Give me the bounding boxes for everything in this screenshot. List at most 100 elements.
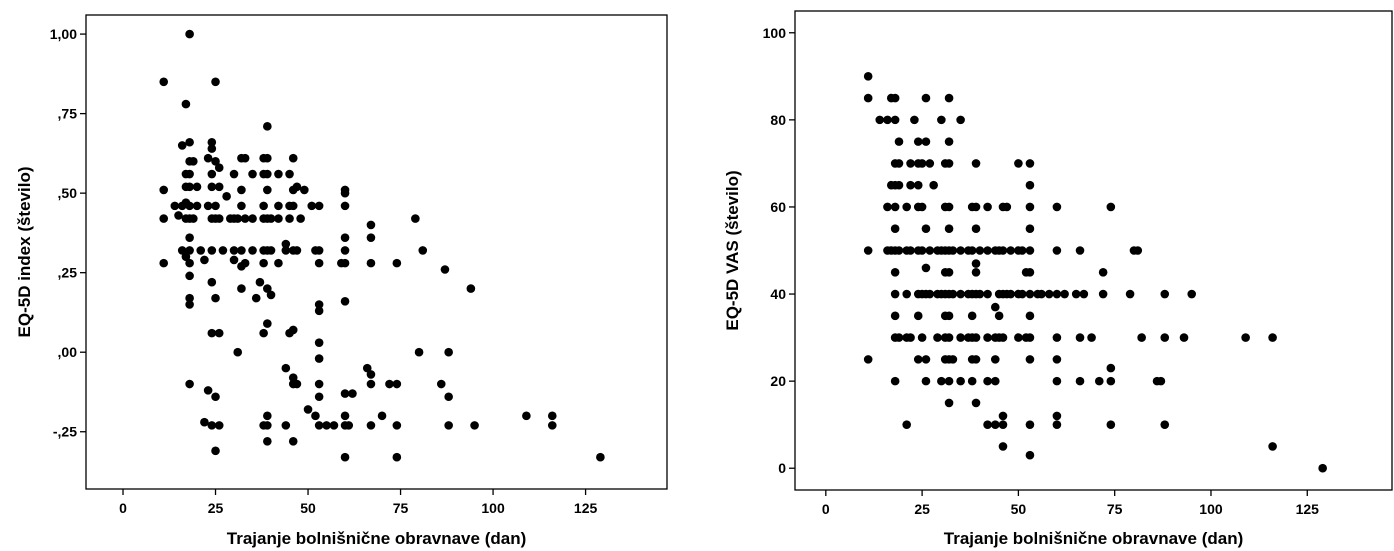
right-data-point [863,93,873,103]
right-data-point [917,246,927,255]
right-data-point [956,376,965,386]
left-data-point [263,319,272,328]
right-data-point [1025,420,1035,429]
right-data-point [1106,376,1116,386]
right-data-point [1025,246,1035,255]
right-data-point [883,202,892,212]
left-data-point [214,214,224,223]
left-data-point [240,214,250,223]
left-data-point [362,363,372,373]
left-data-point [288,201,298,211]
chart-eq5d-vas: 0 25 50 75 100 125 0 20 40 60 80 100 Trajanje bolniš… [723,10,1393,548]
right-data-point [944,224,954,234]
right-y-tick-label: 60 [770,199,786,215]
left-data-point [211,157,220,166]
left-data-point [274,258,283,268]
left-data-point [185,201,194,211]
left-data-point [248,214,257,223]
left-data-point [314,246,324,255]
left-data-point [189,157,198,166]
left-data-point [185,258,194,268]
left-data-point [314,421,324,430]
left-data-point [314,392,324,402]
right-data-point [1052,420,1062,429]
left-data-point [237,185,246,195]
right-data-point [1025,159,1035,168]
right-data-point [890,376,900,386]
left-data-point [470,421,479,430]
chart-eq5d-index: 0 25 50 75 100 125 -,25 ,00 ,25 ,50 ,75 1,00 Trajanj… [15,14,668,548]
left-data-point [263,411,272,421]
right-data-point [937,376,946,386]
right-data-point [1044,289,1054,299]
right-data-point [890,289,900,299]
left-data-point [263,169,272,179]
right-data-point [1137,333,1146,342]
left-data-point [263,185,272,195]
right-data-point [944,333,954,342]
left-data-point [192,182,202,192]
left-data-point [263,284,272,293]
left-data-point [444,392,453,402]
right-data-point [1156,376,1166,386]
left-data-point [159,77,169,87]
left-data-point [207,421,217,430]
right-data-point [956,115,965,125]
right-x-tick-label: 75 [1107,501,1123,517]
left-data-point [411,214,420,223]
right-data-point [910,115,919,125]
right-data-point [983,202,992,212]
right-data-point [956,289,965,299]
left-data-point [211,392,220,402]
right-data-point [1025,180,1035,190]
right-data-point [944,311,954,321]
right-data-point [944,159,954,168]
left-x-tick-label: 100 [481,500,505,516]
right-data-point [1006,246,1015,255]
right-data-point [971,159,981,168]
left-data-point [281,239,291,249]
right-data-point [921,376,931,386]
right-data-point [1071,289,1081,299]
left-data-point [292,379,302,389]
left-data-point [200,255,209,265]
right-data-point [971,355,981,364]
left-data-point [207,277,217,287]
left-data-point [218,246,228,255]
right-x-tick-label: 100 [1199,501,1223,517]
right-data-point [990,302,1000,312]
right-data-point [1025,355,1035,364]
right-data-point [1318,463,1327,473]
left-data-point [240,258,250,268]
right-x-axis-title: Trajanje bolnišnične obravnave (dan) [944,529,1243,548]
left-data-point [237,201,246,211]
left-data-point [240,153,250,163]
right-data-point [902,420,911,429]
left-data-point [314,258,324,268]
right-data-point [863,72,873,81]
right-data-point [994,311,1004,321]
left-data-point [263,421,272,430]
right-data-point [990,420,1000,429]
left-data-point [207,144,217,153]
right-data-point [944,137,954,146]
left-data-point [192,201,202,211]
left-data-point [207,246,217,255]
right-data-point [1052,289,1062,299]
right-data-point [913,311,923,321]
right-data-point [921,93,931,103]
left-y-tick-label: ,50 [58,185,78,201]
right-data-point [983,333,992,342]
left-data-point [203,201,213,211]
left-data-point [207,137,217,147]
left-data-point [248,246,257,255]
left-data-point [274,169,283,179]
right-data-point [894,246,904,255]
left-data-point [263,436,272,446]
left-data-point [177,141,187,150]
right-data-point [975,289,985,299]
left-y-tick-label: ,25 [58,265,78,281]
left-data-point [307,201,317,211]
left-data-point [214,182,224,192]
left-data-point [185,379,194,389]
